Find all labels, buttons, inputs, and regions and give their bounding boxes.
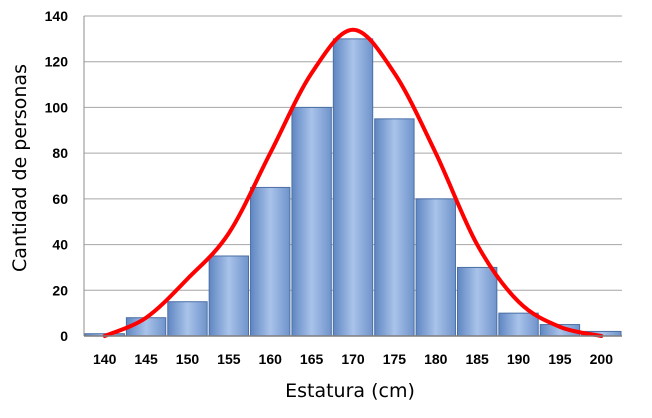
x-tick-label-190: 190 [507,351,531,367]
histogram-bar-8 [415,198,456,337]
x-tick-label-155: 155 [217,351,241,367]
y-axis-title: Cantidad de personas [9,64,31,272]
x-tick-label-200: 200 [590,351,614,367]
x-tick-label-185: 185 [465,351,489,367]
x-tick-label-160: 160 [259,351,283,367]
histogram-bar-7 [374,118,415,337]
x-tick-label-180: 180 [424,351,448,367]
histogram-bar-2 [167,301,208,337]
axes [83,16,622,337]
x-tick-label-165: 165 [300,351,324,367]
x-tick-label-170: 170 [341,351,365,367]
y-tick-label-0: 0 [60,328,68,344]
y-tick-label-80: 80 [52,145,68,161]
histogram-bar-10 [498,312,539,337]
x-tick-label-140: 140 [93,351,117,367]
y-tick-label-100: 100 [45,99,69,115]
histogram-bars [84,38,622,337]
y-tick-labels: 0 20 40 60 80 100 120 140 [45,8,69,344]
histogram-bar-5 [291,106,332,337]
y-tick-label-120: 120 [45,54,69,70]
x-tick-label-195: 195 [548,351,572,367]
y-tick-label-60: 60 [52,191,68,207]
y-tick-label-20: 20 [52,282,68,298]
x-tick-label-145: 145 [134,351,158,367]
histogram-bar-3 [208,255,250,337]
x-tick-labels: 140 145 150 155 160 165 170 175 180 185 190 195 200 [93,351,613,367]
x-axis-title: Estatura (cm) [285,380,415,402]
normal-curve [102,27,604,338]
histogram-bar-6 [332,38,374,337]
normal-curve-line [102,27,604,338]
x-tick-label-150: 150 [176,351,200,367]
x-tick-label-175: 175 [383,351,407,367]
y-tick-label-40: 40 [52,237,68,253]
y-tick-label-140: 140 [45,8,69,24]
histogram-bar-4 [250,186,291,337]
histogram-bar-9 [456,266,498,337]
